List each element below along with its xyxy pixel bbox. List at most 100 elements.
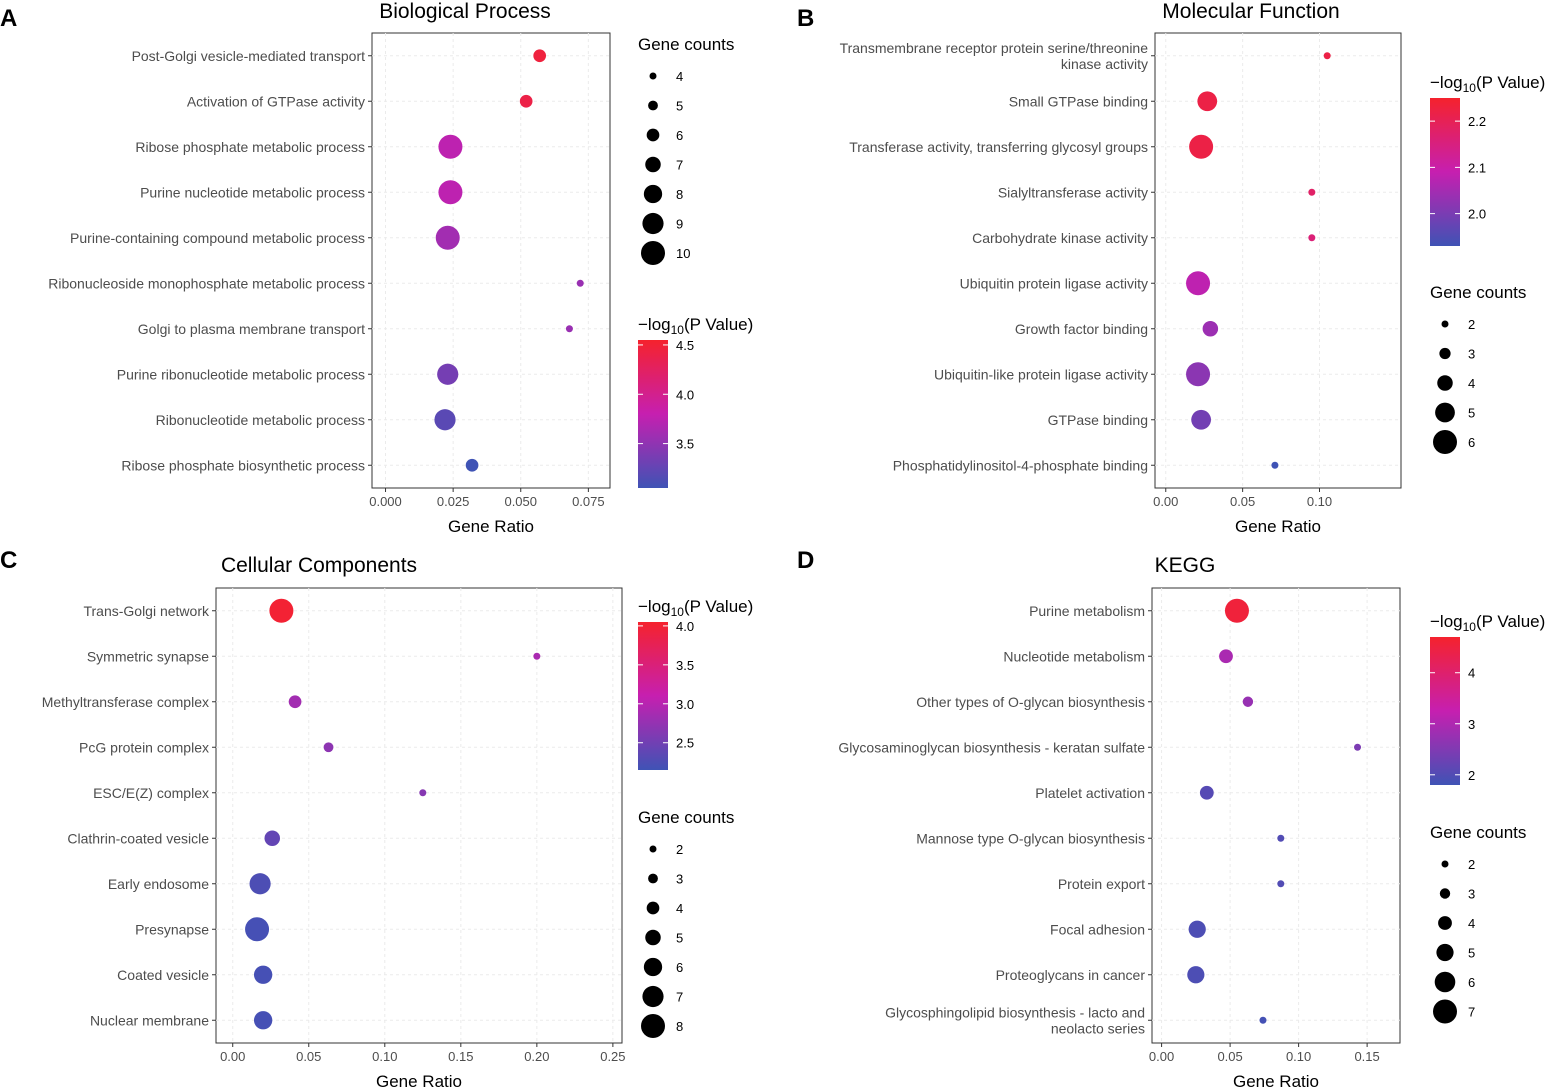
x-tick-label: 0.050: [504, 494, 537, 509]
data-point: [435, 225, 460, 250]
size-legend-label: 5: [676, 99, 683, 114]
category-label: ESC/E(Z) complex: [93, 785, 209, 801]
color-legend-label: 3.0: [676, 697, 694, 712]
size-legend-label: 3: [1468, 887, 1475, 902]
size-legend-label: 4: [676, 69, 683, 84]
color-legend-label: 3.5: [676, 437, 694, 452]
x-tick-label: 0.10: [372, 1049, 397, 1064]
x-tick-label: 0.05: [296, 1049, 321, 1064]
x-tick-label: 0.05: [1217, 1049, 1242, 1064]
size-legend-label: 4: [1468, 376, 1475, 391]
data-point: [1224, 598, 1249, 623]
data-point: [1308, 188, 1316, 196]
size-legend-label: 4: [1468, 916, 1475, 931]
data-point: [437, 363, 459, 385]
category-label: PcG protein complex: [79, 739, 209, 755]
size-legend-label: 3: [1468, 347, 1475, 362]
size-legend-key: [1441, 860, 1449, 868]
data-point: [1197, 91, 1218, 112]
panel-c: C Cellular Components 0.00 0.05 0.10 0.15 0.20…: [0, 547, 753, 1090]
category-label: Activation of GTPase activity: [187, 93, 365, 109]
category-label: Transferase activity, transferring glyco…: [849, 139, 1148, 155]
size-legend-key: [646, 128, 660, 142]
size-legend-label: 9: [676, 217, 683, 232]
data-point: [1259, 1016, 1267, 1024]
size-legend-key: [641, 241, 665, 265]
size-legend-title: Gene counts: [1430, 283, 1526, 302]
size-legend-label: 2: [676, 842, 683, 857]
data-point: [438, 134, 463, 159]
size-legend-key: [1436, 943, 1454, 962]
panel-letter: B: [797, 5, 814, 32]
category-label: Sialyltransferase activity: [998, 184, 1148, 200]
panel-b: B Molecular Function 0.00 0.05 0.10 Gene Rati…: [797, 0, 1545, 536]
data-point: [533, 49, 547, 63]
data-point: [264, 830, 281, 846]
color-legend-label: 2.0: [1468, 207, 1486, 222]
color-legend-label: 4.5: [676, 338, 694, 353]
data-point: [1271, 461, 1279, 469]
data-point: [1202, 321, 1219, 337]
size-legend-key: [1434, 971, 1456, 993]
category-label: neolacto series: [1051, 1020, 1145, 1036]
size-legend-key: [1439, 347, 1451, 360]
size-legend-label: 5: [1468, 946, 1475, 961]
x-axis-title: Gene Ratio: [376, 1072, 462, 1090]
size-legend-key: [1435, 402, 1455, 423]
color-legend-title: −log10(P Value): [638, 315, 753, 337]
category-label: kinase activity: [1061, 56, 1148, 72]
category-label: Coated vesicle: [117, 967, 209, 983]
color-legend-title: −log10(P Value): [1430, 612, 1545, 634]
data-point: [1219, 649, 1233, 664]
data-point: [1186, 271, 1211, 296]
color-legend-bar: [1430, 98, 1460, 246]
category-label: Clathrin-coated vesicle: [67, 830, 209, 846]
size-legend-label: 6: [1468, 435, 1475, 450]
size-legend-label: 3: [676, 872, 683, 887]
data-point: [1323, 52, 1331, 60]
category-label: Carbohydrate kinase activity: [972, 230, 1148, 246]
data-point: [576, 279, 584, 287]
size-legend-key: [1441, 320, 1449, 328]
data-point: [253, 1011, 273, 1030]
color-legend-label: 2.5: [676, 736, 694, 751]
size-legend-key: [1439, 888, 1451, 899]
category-label: Transmembrane receptor protein serine/th…: [840, 40, 1149, 56]
category-label: Platelet activation: [1035, 785, 1145, 801]
data-point: [1188, 920, 1206, 938]
x-tick-label: 0.20: [524, 1049, 549, 1064]
x-tick-label: 0.10: [1286, 1049, 1311, 1064]
category-label: Ribonucleotide metabolic process: [156, 412, 365, 428]
size-legend-key: [1437, 375, 1453, 391]
category-label: Ubiquitin protein ligase activity: [960, 275, 1148, 291]
data-point: [1186, 362, 1211, 387]
color-legend-label: 2.1: [1468, 160, 1486, 175]
category-label: Glycosphingolipid biosynthesis - lacto a…: [885, 1004, 1145, 1020]
size-legend-key: [648, 873, 658, 884]
category-label: Purine-containing compound metabolic pro…: [70, 230, 365, 246]
panel-title: Biological Process: [379, 0, 551, 23]
panel-letter: C: [0, 547, 17, 574]
size-legend-key: [642, 212, 664, 235]
category-label: Glycosaminoglycan biosynthesis - keratan…: [838, 739, 1145, 755]
color-legend-bar: [638, 622, 668, 770]
color-legend-label: 3: [1468, 717, 1475, 732]
size-legend-key: [1433, 430, 1457, 454]
panel-letter: A: [0, 5, 17, 32]
data-point: [1187, 966, 1205, 984]
x-tick-label: 0.05: [1230, 494, 1255, 509]
color-legend-label: 2: [1468, 768, 1475, 783]
category-label: Nucleotide metabolism: [1003, 648, 1145, 664]
data-point: [1354, 743, 1362, 751]
category-label: Purine ribonucleotide metabolic process: [117, 366, 365, 382]
panel-d: D KEGG 0.00 0.05 0.10 0.15 Gene Ratio Purine me…: [797, 547, 1545, 1090]
color-legend-title: −log10(P Value): [638, 597, 753, 619]
color-legend-label: 4: [1468, 666, 1475, 681]
panel-title: Cellular Components: [221, 554, 417, 577]
size-legend-label: 2: [1468, 317, 1475, 332]
size-legend-label: 10: [676, 246, 690, 261]
category-label: Trans-Golgi network: [83, 603, 210, 619]
x-tick-label: 0.00: [220, 1049, 245, 1064]
size-legend-label: 7: [676, 158, 683, 173]
